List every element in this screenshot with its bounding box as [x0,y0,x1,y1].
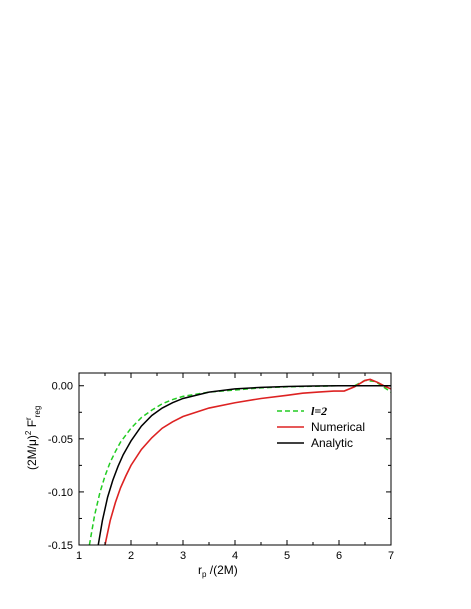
series-group [88,378,391,545]
y-tick-label: -0.10 [48,487,73,499]
series-line-2 [97,384,391,545]
legend-label-1: Numerical [311,420,365,434]
y-tick-label: -0.15 [48,540,73,552]
legend-label-2: Analytic [311,436,353,450]
y-axis-label: (2M/μ)2 Frreg [24,406,42,470]
x-tick-label: 5 [284,550,290,562]
x-axis-label: rp /(2M) [198,563,238,579]
x-tick-label: 4 [232,550,238,562]
y-tick-label: 0.00 [52,381,73,393]
legend-label-0: l=2 [311,404,327,418]
x-tick-label: 2 [128,550,134,562]
x-tick-label: 7 [388,550,394,562]
x-tick-label: 6 [336,550,342,562]
series-line-1 [104,378,391,545]
plot-frame [78,372,392,546]
y-tick-label: -0.05 [48,434,73,446]
x-tick-label: 1 [76,550,82,562]
series-line-0 [88,379,391,545]
x-tick-label: 3 [180,550,186,562]
